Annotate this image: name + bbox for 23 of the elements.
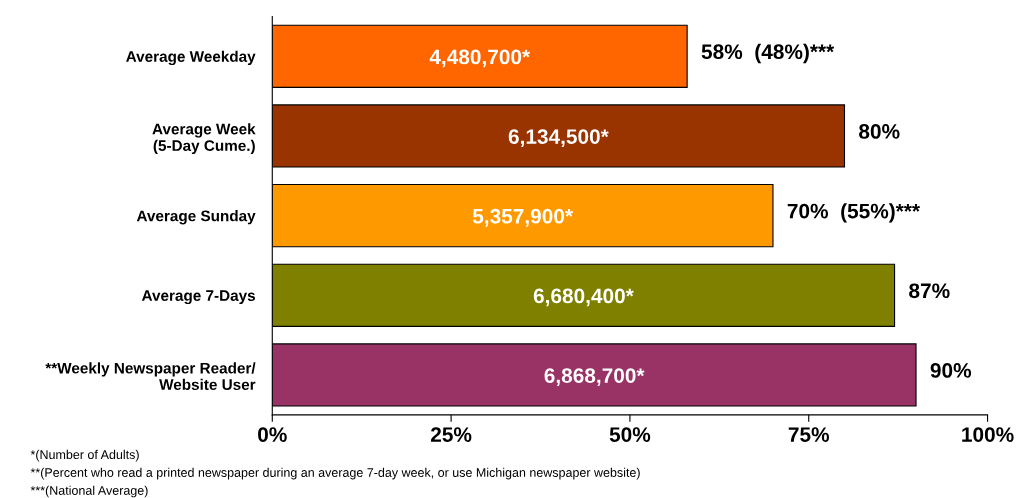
text: **(Percent who read a printed newspaper during an average 7-day week, or use Michigan newspaper website) bbox=[30, 467, 640, 480]
y-tick-label: Average Weekday bbox=[126, 50, 256, 66]
y-tick-label: Average Week (5-Day Cume.) bbox=[152, 123, 256, 155]
text: *(Number of Adults) bbox=[30, 449, 139, 462]
annotation: 6,680,400* bbox=[533, 288, 634, 307]
y-tick-label: Average Sunday bbox=[136, 210, 256, 225]
y-tick-label: Average 7-Days bbox=[141, 290, 255, 305]
annotation: 4,480,700* bbox=[429, 49, 531, 68]
annotation: 5,357,900* bbox=[472, 208, 574, 227]
data-label: 80% bbox=[859, 124, 900, 139]
data-label: 87% bbox=[909, 283, 950, 299]
y-tick-label: **Weekly Newspaper Reader/ Website User bbox=[45, 362, 256, 391]
data-label: 90% bbox=[930, 363, 972, 378]
text: ***(National Average) bbox=[30, 485, 148, 498]
x-tick-label: 100% bbox=[962, 427, 1014, 442]
data-label: 58% (48%)*** bbox=[701, 43, 835, 64]
annotation: 6,134,500* bbox=[508, 129, 609, 147]
x-tick-label: 75% bbox=[788, 427, 830, 442]
x-tick-label: 50% bbox=[609, 427, 651, 442]
data-label: 70% (55%)*** bbox=[787, 203, 921, 223]
annotation: 6,868,700* bbox=[544, 368, 645, 386]
x-tick-label: 0% bbox=[258, 427, 287, 442]
x-tick-label: 25% bbox=[430, 427, 472, 442]
